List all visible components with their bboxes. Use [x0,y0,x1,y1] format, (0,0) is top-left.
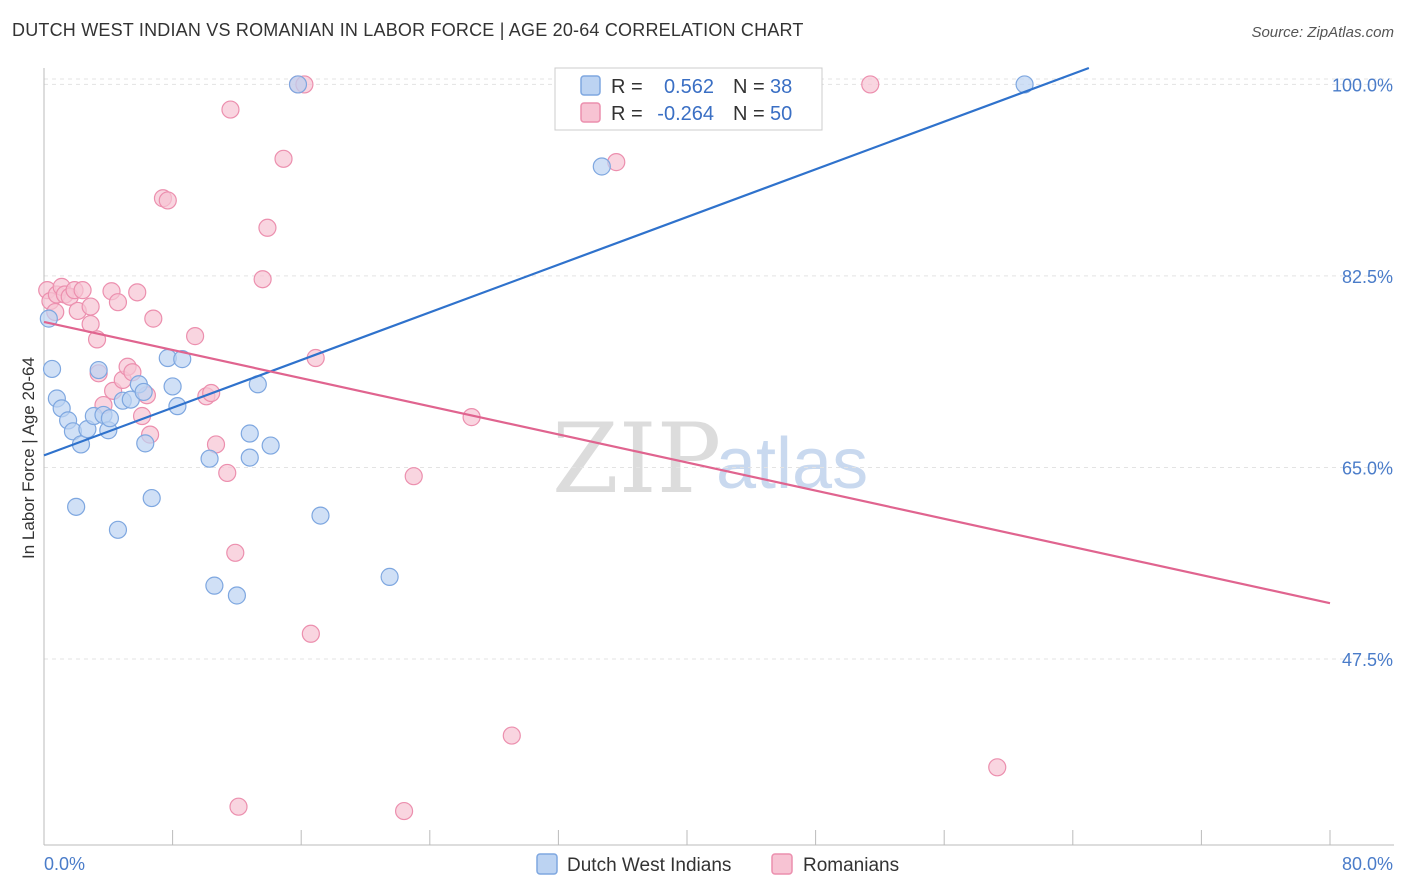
legend-swatch-pink [580,102,601,123]
watermark-atlas: atlas [716,424,868,504]
dutch-west-indians-point-27 [227,586,246,605]
legend-r-value-pink: -0.264 [657,103,714,125]
romanians-point-36 [253,270,272,289]
romanians-point-17 [108,293,128,312]
dutch-west-indians-point-20 [142,488,161,508]
legend-r-value-blue: 0.562 [664,76,714,98]
series-legend-swatch-blue [536,853,558,875]
chart-source: Source: ZipAtlas.com [1251,24,1394,41]
romanians-point-34 [221,100,240,119]
romanians-point-21 [128,283,147,302]
romanians-point-27 [158,191,177,210]
dutch-west-indians-point-1 [42,359,62,379]
romanians-point-43 [394,801,414,821]
romanians-point-10 [81,297,100,316]
dutch-west-indians-point-31 [261,436,280,455]
romanians-point-28 [186,327,205,346]
dutch-west-indians-point-25 [200,449,219,468]
watermark-zip: ZIP [552,403,721,515]
series-legend-swatch-pink [771,853,793,875]
romanians-point-35 [229,797,248,816]
romanians-point-33 [226,543,245,562]
trend-line-romanians [43,320,1331,605]
dutch-west-indians-point-10 [89,360,108,380]
dutch-west-indians-point-26 [205,576,224,595]
series-legend-label-blue: Dutch West Indians [567,855,731,876]
y-tick-label-1: 65.0% [1342,458,1393,478]
dutch-west-indians-point-28 [240,424,259,443]
legend-r-label-pink: R = [611,103,643,125]
series-legend-label-pink: Romanians [803,855,899,876]
romanians-point-44 [404,467,423,486]
romanians-point-37 [258,218,277,237]
romanians-point-32 [218,463,237,483]
dutch-west-indians-point-34 [380,567,399,586]
x-tick-label-min: 0.0% [44,854,85,874]
x-axis-ticks [43,830,1331,845]
romanians-point-41 [301,624,320,643]
stats-legend: R = 0.562 N = 38 R = -0.264 N = 50 [554,67,823,131]
dutch-west-indians-point-18 [134,382,153,402]
dutch-west-indians-point-6 [67,497,86,516]
x-tick-label-max: 80.0% [1342,854,1393,874]
y-tick-labels: 47.5% 65.0% 82.5% 100.0% [1332,75,1393,670]
dutch-west-indians-point-29 [240,448,259,467]
romanians-point-49 [988,758,1007,777]
romanians-point-25 [144,309,163,328]
y-tick-label-0: 47.5% [1342,650,1393,670]
dutch-west-indians-point-33 [311,506,330,525]
dutch-west-indians-point-14 [108,520,128,539]
romanians-point-38 [274,149,293,168]
dutch-west-indians-point-32 [288,75,308,94]
legend-n-value-pink: 50 [770,103,792,125]
dutch-west-indians-point-19 [136,434,155,453]
legend-n-label-pink: N = [733,103,765,125]
y-axis-label: In Labor Force | Age 20-64 [19,357,38,559]
series-legend: Dutch West Indians Romanians [536,853,899,876]
legend-swatch-blue [580,75,601,96]
trend-line-dutch-west-indians [43,66,1090,457]
dutch-west-indians-point-22 [163,377,182,396]
y-tick-label-2: 82.5% [1342,267,1393,287]
chart-title: DUTCH WEST INDIAN VS ROMANIAN IN LABOR F… [12,20,804,40]
dutch-west-indians-point-13 [100,409,120,428]
legend-r-label-blue: R = [611,76,643,98]
trend-lines [43,66,1331,605]
dutch-west-indians-point-35 [592,157,611,176]
dutch-west-indians-point-24 [173,350,192,369]
legend-n-label-blue: N = [733,76,765,98]
romanians-point-9 [73,281,92,300]
legend-n-value-blue: 38 [770,76,792,98]
romanians-point-46 [502,726,521,745]
romanians-point-48 [861,75,880,94]
y-tick-label-3: 100.0% [1332,75,1393,95]
